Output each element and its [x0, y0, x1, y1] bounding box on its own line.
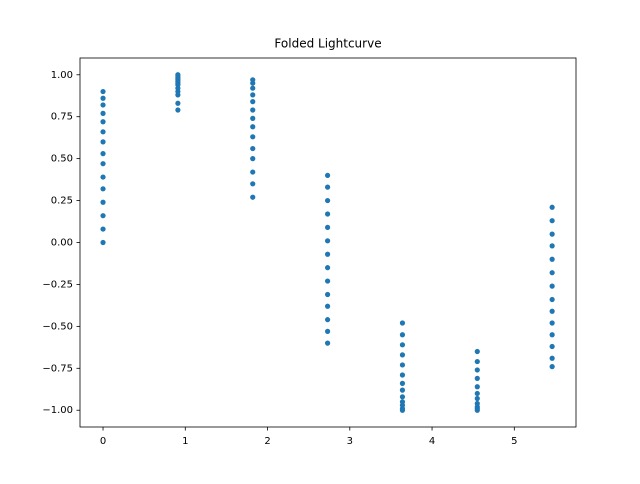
x-tick-label: 3	[347, 436, 353, 447]
y-tick-label: 0.25	[51, 196, 73, 207]
point	[324, 265, 331, 271]
point	[549, 355, 555, 361]
point	[549, 320, 555, 326]
point	[100, 174, 106, 180]
point	[549, 283, 555, 289]
point	[549, 308, 555, 314]
point	[100, 119, 106, 125]
point	[324, 328, 331, 334]
y-tick-label: 0.75	[51, 112, 73, 123]
point	[324, 340, 331, 346]
point	[100, 186, 106, 192]
point	[324, 251, 331, 257]
point	[474, 358, 480, 365]
point	[324, 278, 331, 284]
point	[100, 110, 106, 116]
point	[250, 85, 256, 91]
point	[100, 139, 106, 145]
point	[549, 256, 555, 262]
point	[250, 145, 256, 152]
point	[324, 303, 331, 309]
point	[549, 231, 555, 237]
point	[549, 332, 555, 338]
point	[399, 380, 406, 386]
x-tick-label: 4	[429, 436, 435, 447]
y-tick-label: −0.50	[42, 321, 73, 332]
point	[324, 291, 331, 298]
point	[474, 407, 480, 413]
point	[474, 367, 480, 373]
point	[250, 156, 256, 162]
y-tick-label: 0.50	[51, 154, 73, 165]
point	[549, 296, 555, 303]
y-tick-label: 0.00	[51, 238, 73, 249]
point	[324, 238, 331, 244]
point	[474, 384, 480, 390]
point	[100, 239, 106, 246]
point	[549, 243, 555, 249]
point	[250, 99, 256, 105]
chart-title: Folded Lightcurve	[274, 37, 381, 51]
point	[250, 92, 256, 98]
point	[175, 107, 181, 113]
point	[474, 390, 480, 397]
point	[250, 194, 256, 200]
point	[324, 197, 331, 204]
point	[250, 77, 256, 83]
point	[100, 199, 106, 205]
point	[250, 169, 256, 175]
x-tick-label: 2	[264, 436, 270, 447]
point	[474, 375, 480, 381]
point	[399, 362, 406, 368]
point	[100, 88, 106, 95]
point	[324, 172, 331, 179]
point	[100, 129, 106, 135]
point	[250, 124, 256, 130]
point	[474, 395, 480, 402]
point	[100, 95, 106, 101]
point	[324, 317, 331, 323]
point	[250, 134, 256, 140]
x-tick-label: 5	[511, 436, 517, 447]
point	[175, 100, 181, 106]
point	[549, 364, 555, 370]
y-tick-label: −1.00	[42, 405, 73, 416]
point	[549, 204, 555, 210]
y-tick-label: 1.00	[51, 70, 73, 81]
point	[100, 161, 106, 167]
point	[324, 211, 331, 217]
point	[399, 407, 406, 413]
point	[549, 218, 555, 224]
point	[100, 102, 106, 108]
point	[399, 387, 406, 393]
point	[250, 107, 256, 113]
point	[399, 372, 406, 378]
point	[324, 184, 331, 190]
point	[399, 394, 406, 400]
point	[549, 270, 555, 276]
point	[100, 151, 106, 157]
x-tick-label: 1	[182, 436, 188, 447]
point	[399, 342, 406, 348]
point	[399, 332, 406, 338]
point	[399, 320, 406, 326]
point	[474, 348, 480, 355]
point	[100, 213, 106, 219]
point	[549, 343, 555, 350]
point	[250, 181, 256, 187]
x-tick-label: 0	[100, 436, 106, 447]
point	[324, 224, 331, 231]
point	[250, 115, 256, 121]
point	[100, 226, 106, 232]
point	[175, 72, 181, 78]
point	[399, 352, 406, 358]
y-tick-label: −0.75	[42, 363, 73, 374]
y-tick-label: −0.25	[42, 279, 73, 290]
